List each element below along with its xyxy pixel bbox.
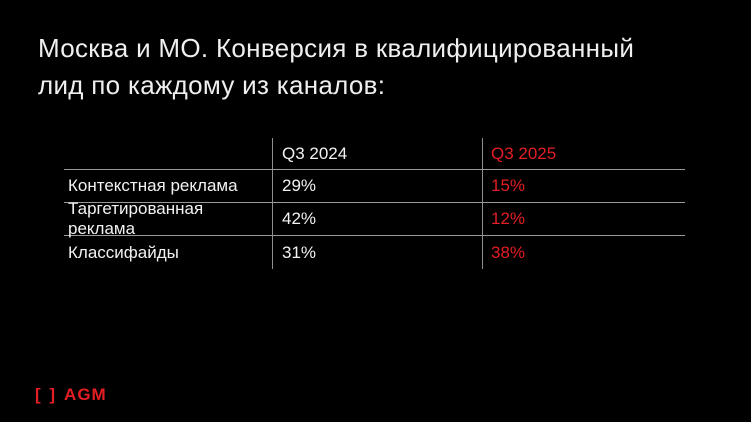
header-cell-q3-2025: Q3 2025 <box>482 138 685 169</box>
header-cell-q3-2024: Q3 2024 <box>272 138 482 169</box>
table-row-classifieds: Классифайды 31% 38% <box>64 236 685 269</box>
brackets-logo-icon: [ ] <box>35 385 58 404</box>
value-q3-2024: 29% <box>272 170 482 202</box>
table-row-targeted-ads: Таргетированная реклама 42% 12% <box>64 199 685 238</box>
value-q3-2025: 12% <box>482 203 685 235</box>
page-title-line-1: Москва и МО. Конверсия в квалифицированн… <box>38 33 635 63</box>
row-label: Контекстная реклама <box>68 176 238 195</box>
row-label: Классифайды <box>68 242 179 262</box>
agm-logo: [ ] AGM <box>35 385 107 405</box>
value-q3-2024: 42% <box>272 203 482 235</box>
value-q3-2025: 38% <box>482 236 685 269</box>
header-cell-channel <box>64 138 272 169</box>
value-q3-2025: 15% <box>482 170 685 202</box>
page-title-line-2: лид по каждому из каналов: <box>38 70 386 100</box>
table-header-row: Q3 2024 Q3 2025 <box>64 138 685 170</box>
conversion-table: Q3 2024 Q3 2025 Контекстная реклама 29% … <box>64 138 685 269</box>
row-label: Таргетированная реклама <box>68 199 204 238</box>
table-row-contextual-ads: Контекстная реклама 29% 15% <box>64 170 685 203</box>
page-title: Москва и МО. Конверсия в квалифицированн… <box>38 30 728 104</box>
agm-logo-text: AGM <box>64 385 107 404</box>
value-q3-2024: 31% <box>272 236 482 269</box>
